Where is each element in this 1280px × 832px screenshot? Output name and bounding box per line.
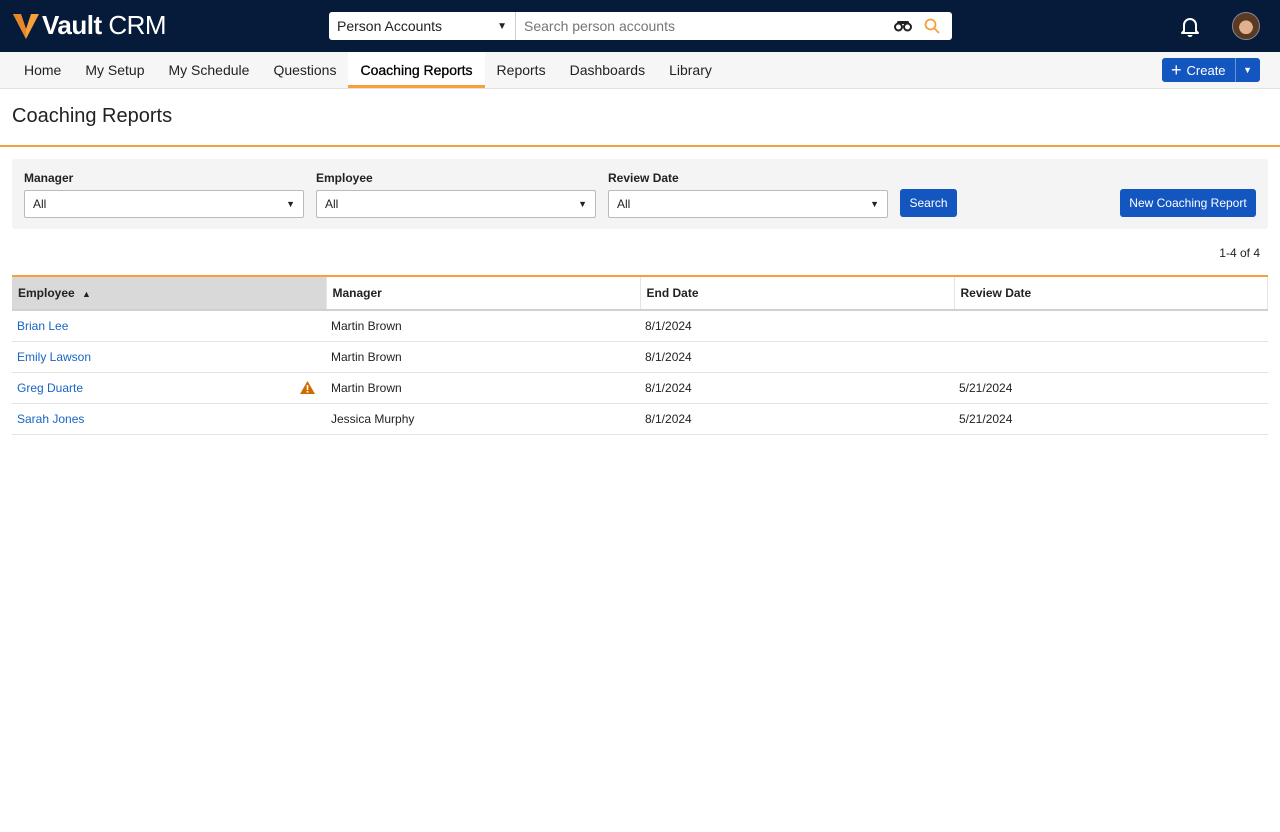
search-object-select[interactable]: Person Accounts ▼ (329, 12, 516, 40)
end-date-cell: 8/1/2024 (640, 310, 954, 342)
search-button[interactable]: Search (900, 189, 957, 217)
review-date-cell: 5/21/2024 (954, 403, 1268, 435)
binoculars-icon[interactable] (894, 20, 912, 32)
tab-my-setup[interactable]: My Setup (85, 62, 145, 78)
vault-crm-logo[interactable]: Vault CRM (12, 10, 167, 41)
end-date-cell: 8/1/2024 (640, 403, 954, 435)
column-header-review-date[interactable]: Review Date (954, 276, 1268, 311)
manager-filter-label: Manager (24, 171, 74, 185)
filter-panel: Manager All ▼ Employee All ▼ Review Date A… (12, 159, 1268, 229)
notifications-bell-icon[interactable] (1178, 14, 1202, 38)
employee-filter-label: Employee (316, 171, 373, 185)
table-row: Sarah Jones Jessica Murphy 8/1/2024 5/21… (12, 403, 1268, 435)
manager-filter: Manager All ▼ (24, 171, 304, 218)
employee-link[interactable]: Emily Lawson (17, 349, 92, 364)
employee-cell: Sarah Jones (12, 403, 326, 435)
employee-link[interactable]: Greg Duarte (17, 380, 84, 395)
vault-logo-icon (13, 13, 39, 39)
column-header-employee[interactable]: Employee ▲ (12, 276, 327, 311)
warning-icon[interactable] (300, 380, 315, 394)
create-button[interactable]: + Create (1162, 58, 1236, 82)
end-date-cell: 8/1/2024 (640, 341, 954, 373)
review-date-cell (954, 341, 1268, 373)
caret-down-icon: ▼ (286, 199, 295, 209)
main-nav: Home My Setup My Schedule Questions Coac… (0, 52, 1280, 89)
review-date-filter: Review Date All ▼ (608, 171, 888, 218)
column-label: Employee (18, 286, 75, 300)
caret-down-icon: ▼ (578, 199, 587, 209)
manager-cell: Jessica Murphy (326, 403, 640, 435)
review-date-select[interactable]: All ▼ (608, 190, 888, 218)
employee-link[interactable]: Brian Lee (17, 318, 69, 333)
employee-select[interactable]: All ▼ (316, 190, 596, 218)
review-date-cell (954, 310, 1268, 342)
manager-cell: Martin Brown (326, 372, 640, 404)
pagination-count: 1-4 of 4 (1219, 246, 1260, 260)
sort-ascending-icon: ▲ (82, 289, 91, 299)
global-search: Person Accounts ▼ (329, 12, 952, 40)
column-header-manager[interactable]: Manager (326, 276, 641, 311)
employee-cell: Brian Lee (12, 310, 326, 342)
caret-down-icon: ▼ (1243, 65, 1252, 75)
tab-my-schedule[interactable]: My Schedule (168, 62, 250, 78)
employee-select-value: All (325, 197, 339, 211)
review-date-select-value: All (617, 197, 631, 211)
caret-down-icon: ▼ (497, 20, 507, 32)
user-avatar[interactable] (1232, 12, 1260, 40)
tab-dashboards[interactable]: Dashboards (569, 62, 646, 78)
table-row: Greg Duarte Martin Brown 8/1/2024 5/21/2… (12, 372, 1268, 404)
employee-link[interactable]: Sarah Jones (17, 411, 85, 426)
review-date-cell: 5/21/2024 (954, 372, 1268, 404)
manager-select[interactable]: All ▼ (24, 190, 304, 218)
review-date-filter-label: Review Date (608, 171, 679, 185)
tab-questions[interactable]: Questions (273, 62, 337, 78)
tab-library[interactable]: Library (669, 62, 712, 78)
create-button-group: + Create ▼ (1162, 58, 1260, 82)
tab-home[interactable]: Home (24, 62, 62, 78)
manager-cell: Martin Brown (326, 341, 640, 373)
search-input[interactable] (516, 12, 894, 40)
plus-icon: + (1171, 60, 1182, 80)
tab-coaching-reports[interactable]: Coaching Reports (348, 52, 485, 88)
coaching-reports-table: Employee ▲ Manager End Date Review Date … (12, 275, 1268, 435)
page-title: Coaching Reports (12, 105, 173, 127)
search-object-value: Person Accounts (337, 18, 443, 34)
table-row: Emily Lawson Martin Brown 8/1/2024 (12, 341, 1268, 373)
title-divider (0, 145, 1280, 147)
search-icon[interactable] (924, 18, 940, 34)
end-date-cell: 8/1/2024 (640, 372, 954, 404)
new-coaching-report-button[interactable]: New Coaching Report (1120, 189, 1256, 217)
manager-select-value: All (33, 197, 47, 211)
top-bar: Vault CRM Person Accounts ▼ (0, 0, 1280, 52)
column-header-end-date[interactable]: End Date (640, 276, 955, 311)
tab-reports[interactable]: Reports (496, 62, 546, 78)
create-dropdown-button[interactable]: ▼ (1236, 58, 1260, 82)
caret-down-icon: ▼ (870, 199, 879, 209)
manager-cell: Martin Brown (326, 310, 640, 342)
table-row: Brian Lee Martin Brown 8/1/2024 (12, 310, 1268, 342)
employee-cell: Emily Lawson (12, 341, 326, 373)
employee-cell: Greg Duarte (12, 372, 326, 404)
employee-filter: Employee All ▼ (316, 171, 596, 218)
create-label: Create (1186, 62, 1226, 78)
brand-name: Vault CRM (42, 10, 167, 40)
